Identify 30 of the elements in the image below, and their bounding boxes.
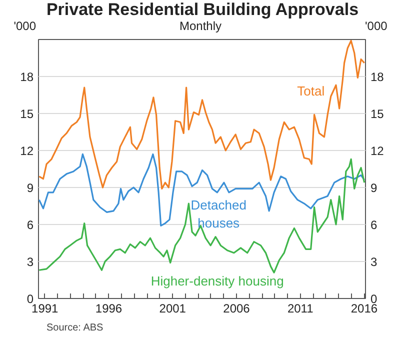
y-tick-label: 15 [20, 107, 34, 122]
line-series [38, 158, 366, 274]
y-tick-label: 0 [26, 292, 34, 306]
y2-tick-label: 15 [370, 107, 384, 122]
y-tick-label: 12 [20, 144, 34, 158]
chart-subtitle: Monthly [179, 18, 222, 34]
y2-tick-label: 18 [370, 70, 384, 84]
x-tick-label: 1996 [95, 302, 122, 316]
y2-tick-label: 12 [370, 144, 384, 158]
y-tick-label: 9 [26, 181, 34, 196]
series-label: Higher-density housing [150, 274, 284, 289]
y2-tick-label: 6 [370, 218, 378, 232]
series-label: Total [297, 84, 325, 100]
y2-axis-title: '000 [365, 18, 388, 34]
y2-tick-label: 3 [370, 255, 378, 270]
line-series [38, 40, 366, 190]
y-tick-label: 3 [26, 255, 34, 270]
chart-title: Private Residential Building Approvals [46, 0, 359, 20]
y2-tick-label: 9 [370, 181, 378, 196]
source-note: Source: ABS [46, 322, 104, 334]
y-axis-title: '000 [14, 18, 36, 34]
x-tick-label: 2011 [287, 302, 314, 316]
x-tick-label: 2016 [350, 302, 378, 316]
line-series [38, 154, 366, 227]
x-tick-label: 2006 [223, 302, 250, 316]
y-tick-label: 6 [26, 218, 34, 232]
x-tick-label: 2001 [159, 302, 186, 316]
y-tick-label: 18 [20, 70, 34, 84]
x-tick-label: 1991 [32, 302, 59, 316]
series-label: Detached houses [190, 198, 246, 232]
